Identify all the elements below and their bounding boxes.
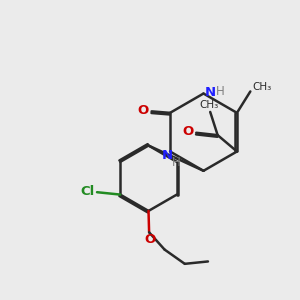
Text: O: O <box>144 233 156 246</box>
Text: O: O <box>138 104 149 117</box>
Text: H: H <box>172 156 181 169</box>
Text: Cl: Cl <box>80 184 94 197</box>
Text: CH₃: CH₃ <box>199 100 218 110</box>
Text: N: N <box>205 86 216 99</box>
Text: CH₃: CH₃ <box>252 82 271 92</box>
Text: N: N <box>162 148 173 162</box>
Text: H: H <box>216 85 224 98</box>
Text: O: O <box>182 125 194 138</box>
